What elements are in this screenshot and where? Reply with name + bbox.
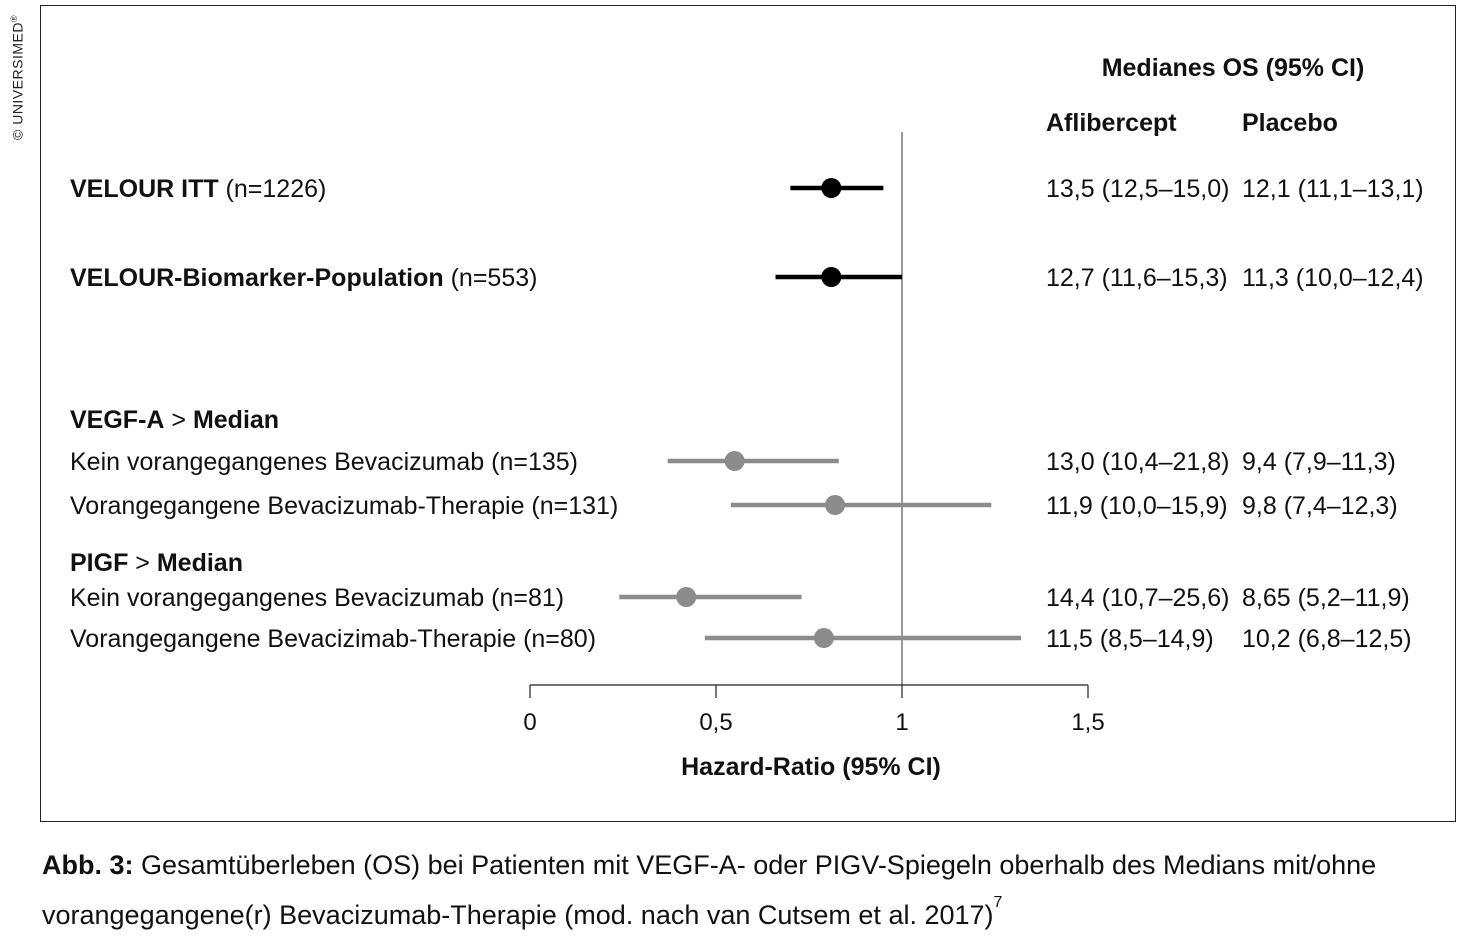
chart-frame <box>40 5 1456 822</box>
placebo-value: 8,65 (5,2–11,9) <box>1242 584 1410 612</box>
forest-plot: 0 0,5 1 1,5 Hazard-Ratio (95% CI) Medianes OS… <box>70 54 1424 781</box>
placebo-value: 10,2 (6,8–12,5) <box>1242 625 1412 653</box>
column-header-aflibercept: Aflibercept <box>1046 109 1177 137</box>
placebo-value: 9,4 (7,9–11,3) <box>1242 448 1396 476</box>
row-label: Vorangegangene Bevacizimab-Therapie (n=8… <box>70 625 596 653</box>
row-label: VELOUR ITT (n=1226) <box>70 175 326 203</box>
point-estimate <box>825 495 846 515</box>
placebo-value: 9,8 (7,4–12,3) <box>1242 492 1398 520</box>
aflibercept-value: 14,4 (10,7–25,6) <box>1046 584 1229 612</box>
column-header-title: Medianes OS (95% CI) <box>1102 54 1365 82</box>
caption-superscript: 7 <box>993 894 1003 911</box>
placebo-value: 11,3 (10,0–12,4) <box>1242 264 1424 292</box>
x-tick-label: 0 <box>523 709 536 736</box>
x-axis-title: Hazard-Ratio (95% CI) <box>681 753 941 781</box>
column-header-placebo: Placebo <box>1242 109 1338 137</box>
point-estimate <box>821 267 842 287</box>
aflibercept-value: 12,7 (11,6–15,3) <box>1046 264 1228 292</box>
point-estimate <box>813 628 834 648</box>
group-heading: PIGF > Median <box>70 549 243 577</box>
x-tick-label: 1,5 <box>1071 709 1104 736</box>
caption-label: Abb. 3: <box>42 850 134 880</box>
x-tick-label: 0,5 <box>699 709 732 736</box>
aflibercept-value: 11,9 (10,0–15,9) <box>1046 492 1228 520</box>
aflibercept-value: 13,5 (12,5–15,0) <box>1046 175 1229 203</box>
point-estimate <box>676 587 697 607</box>
aflibercept-value: 13,0 (10,4–21,8) <box>1046 448 1229 476</box>
row-label: Vorangegangene Bevacizumab-Therapie (n=1… <box>70 492 618 520</box>
row-label: VELOUR-Biomarker-Population (n=553) <box>70 264 537 292</box>
x-tick-label: 1 <box>895 709 908 736</box>
row-label: Kein vorangegangenes Bevacizumab (n=135) <box>70 448 578 476</box>
caption-text: Gesamtüberleben (OS) bei Patienten mit V… <box>42 850 1377 930</box>
figure-caption: Abb. 3: Gesamtüberleben (OS) bei Patient… <box>42 840 1442 940</box>
group-heading: VEGF-A > Median <box>70 406 279 434</box>
row-label: Kein vorangegangenes Bevacizumab (n=81) <box>70 584 564 612</box>
placebo-value: 12,1 (11,1–13,1) <box>1242 175 1424 203</box>
aflibercept-value: 11,5 (8,5–14,9) <box>1046 625 1214 653</box>
point-estimate <box>724 451 745 471</box>
point-estimate <box>821 178 842 198</box>
